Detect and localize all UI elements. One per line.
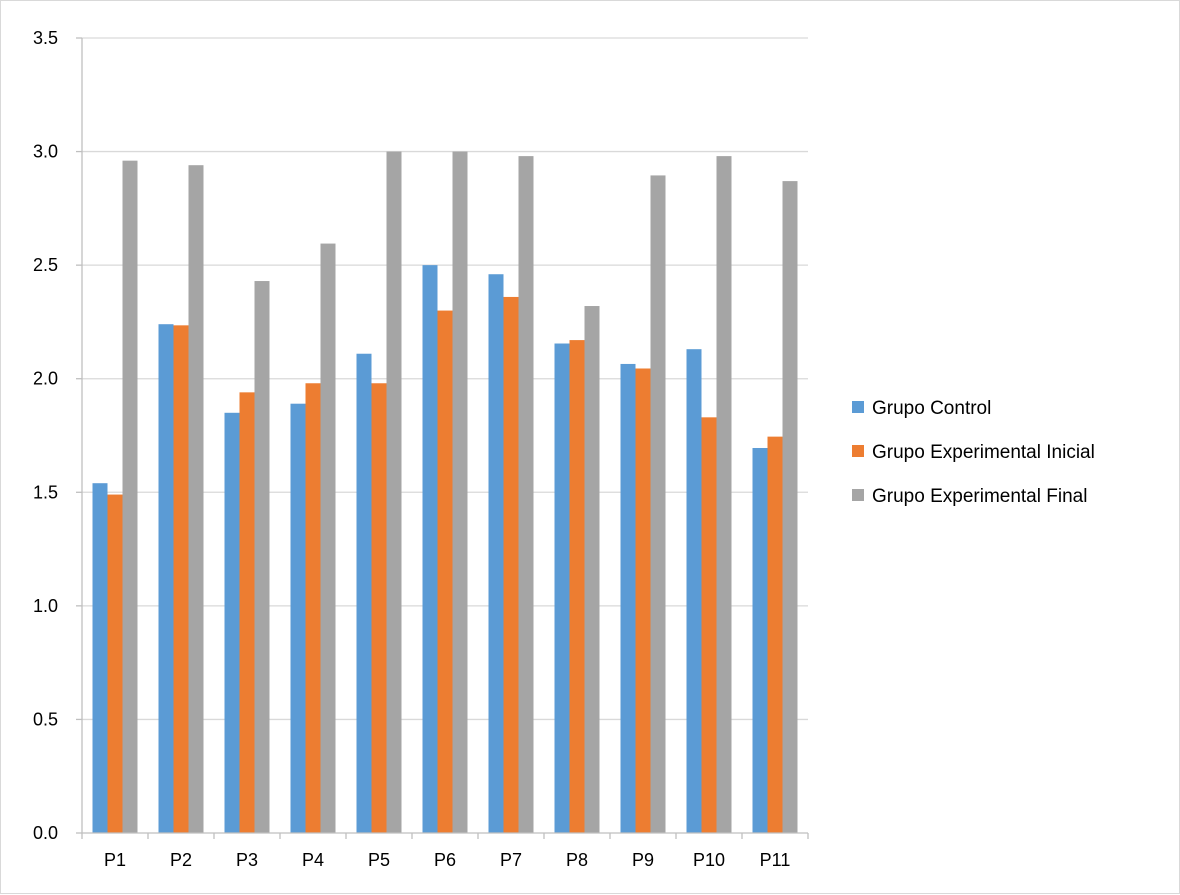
bar-p11-series-2 (767, 436, 783, 833)
bars (92, 151, 798, 834)
bar-p4-series-1 (290, 403, 306, 833)
y-tick-label: 2.5 (33, 255, 58, 275)
axes (76, 37, 809, 839)
bar-p7-series-2 (503, 296, 519, 833)
bar-p5-series-1 (356, 353, 372, 833)
legend-swatch (852, 401, 864, 413)
x-tick-label: P9 (632, 850, 654, 870)
x-tick-label: P3 (236, 850, 258, 870)
bar-p3-series-1 (224, 412, 240, 833)
x-tick-label: P7 (500, 850, 522, 870)
legend-label: Grupo Experimental Inicial (872, 442, 1095, 463)
bar-p7-series-1 (488, 274, 504, 833)
bar-p4-series-2 (305, 383, 321, 833)
x-tick-label: P1 (104, 850, 126, 870)
legend-swatch (852, 489, 864, 501)
y-tick-label: 0.5 (33, 709, 58, 729)
y-tick-label: 3.5 (33, 28, 58, 48)
bar-p1-series-2 (107, 494, 123, 833)
bar-p6-series-1 (422, 265, 438, 834)
bar-p5-series-3 (386, 151, 402, 834)
legend-label: Grupo Experimental Final (872, 486, 1087, 507)
bar-p10-series-3 (716, 156, 732, 834)
y-tick-label: 3.0 (33, 142, 58, 162)
y-tick-labels: 0.0 0.5 1.0 1.5 2.0 2.5 3.0 3.5 (33, 28, 58, 843)
bar-p7-series-3 (518, 156, 534, 834)
legend-label: Grupo Control (872, 398, 991, 419)
bar-p9-series-1 (620, 363, 636, 833)
y-tick-label: 2.0 (33, 369, 58, 389)
bar-p6-series-2 (437, 310, 453, 834)
bar-p9-series-2 (635, 368, 651, 833)
bar-p5-series-2 (371, 383, 387, 833)
bar-p1-series-3 (122, 160, 138, 833)
x-tick-label: P5 (368, 850, 390, 870)
bar-p11-series-3 (782, 181, 798, 834)
x-tick-labels: P1 P2 P3 P4 P5 P6 P7 P8 P9 P10 P11 (104, 850, 790, 870)
bar-p10-series-1 (686, 349, 702, 833)
y-tick-label: 1.5 (33, 482, 58, 502)
bar-p10-series-2 (701, 417, 717, 833)
y-tick-label: 1.0 (33, 596, 58, 616)
bar-p2-series-2 (173, 325, 189, 833)
bar-p8-series-2 (569, 340, 585, 833)
x-tick-label: P4 (302, 850, 324, 870)
x-tick-label: P2 (170, 850, 192, 870)
bar-p1-series-1 (92, 483, 108, 833)
legend: Grupo Control Grupo Experimental Inicial G… (852, 398, 1095, 507)
x-tick-label: P10 (693, 850, 725, 870)
bar-p11-series-1 (752, 447, 768, 833)
bar-p6-series-3 (452, 151, 468, 834)
x-tick-label: P8 (566, 850, 588, 870)
bar-p2-series-1 (158, 324, 174, 833)
bar-p9-series-3 (650, 175, 666, 833)
bar-p2-series-3 (188, 165, 204, 833)
y-tick-label: 0.0 (33, 823, 58, 843)
bar-p8-series-1 (554, 343, 570, 833)
bar-p3-series-3 (254, 281, 270, 833)
bar-p3-series-2 (239, 392, 255, 833)
x-tick-label: P6 (434, 850, 456, 870)
x-tick-label: P11 (760, 850, 791, 870)
bar-p4-series-3 (320, 243, 336, 834)
legend-swatch (852, 445, 864, 457)
bar-p8-series-3 (584, 306, 600, 833)
